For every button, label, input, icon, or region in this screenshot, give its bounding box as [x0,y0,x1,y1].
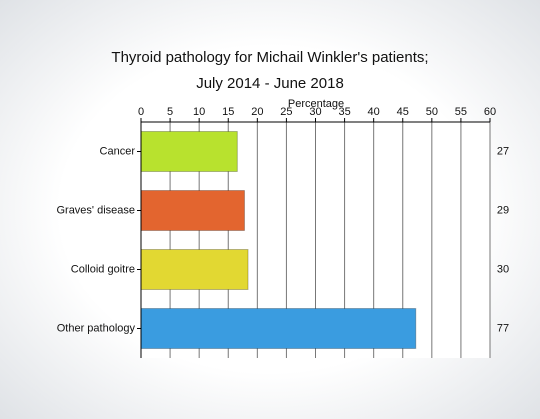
chart-title: Thyroid pathology for Michail Winkler's … [111,49,428,66]
bar [140,131,238,172]
x-tick-label: 15 [222,106,234,118]
bar [140,190,245,231]
x-tick-label: 40 [368,106,380,118]
y-tick-label: Other pathology [57,322,136,334]
x-axis-label: Percentage [288,98,344,110]
x-tick-label: 60 [484,106,496,118]
count-label: 27 [497,145,509,157]
x-tick-label: 55 [455,106,467,118]
y-tick-label: Cancer [100,145,136,157]
count-label: 29 [497,204,509,216]
count-label: 77 [497,322,509,334]
x-tick-label: 45 [397,106,409,118]
x-tick-label: 50 [426,106,438,118]
x-tick-label: 35 [338,106,350,118]
y-tick-label: Colloid goitre [71,263,135,275]
bar [140,308,417,349]
x-tick-label: 20 [251,106,263,118]
x-tick-label: 5 [167,106,173,118]
x-tick-label: 30 [309,106,321,118]
x-tick-label: 25 [280,106,292,118]
bar [140,249,249,290]
chart-title: July 2014 - June 2018 [196,75,344,92]
x-tick-label: 0 [138,106,144,118]
count-label: 30 [497,263,509,275]
x-tick-label: 10 [193,106,205,118]
y-tick-label: Graves' disease [56,204,135,216]
